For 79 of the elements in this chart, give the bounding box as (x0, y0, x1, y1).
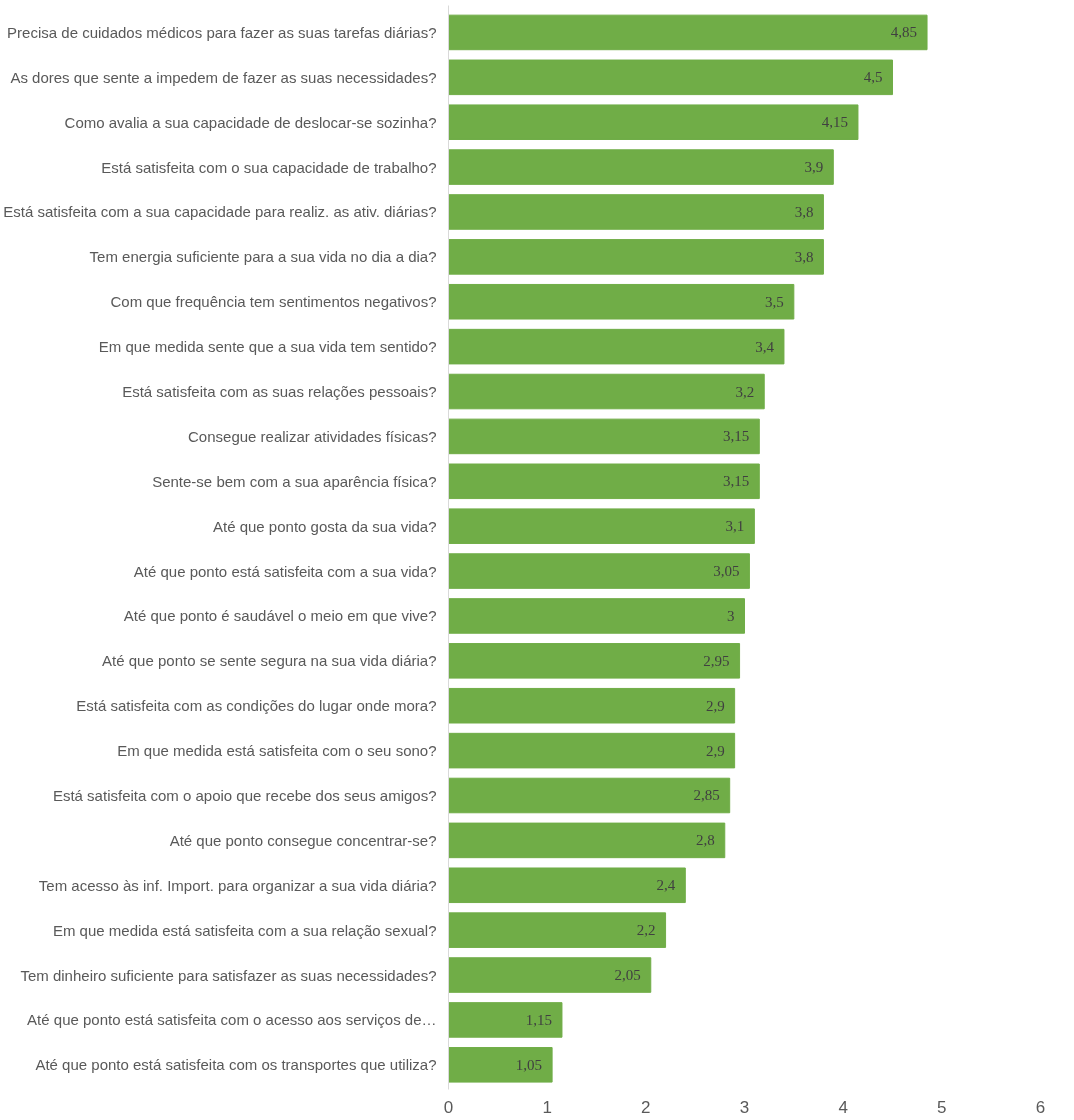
bar (448, 508, 755, 544)
data-label: 2,2 (636, 922, 656, 939)
data-label: 3,15 (723, 428, 750, 445)
data-label: 2,05 (614, 967, 641, 984)
y-tick-label: Até que ponto é saudável o meio em que vive? (123, 607, 437, 625)
bar (448, 1047, 553, 1083)
bar (448, 328, 785, 365)
bar (448, 463, 760, 500)
x-tick-label: 1 (542, 1097, 552, 1117)
y-tick-label: Está satisfeita com o apoio que recebe dos seus amigos? (52, 787, 437, 804)
y-tick-label: Está satisfeita com o sua capacidade de trabalho? (101, 158, 437, 176)
data-label: 2,9 (705, 697, 725, 714)
bar (448, 373, 765, 410)
bar (448, 822, 726, 859)
data-label: 2,8 (696, 832, 715, 849)
y-tick-label: Até que ponto está satisfeita com os transportes que utiliza? (35, 1056, 437, 1074)
y-tick-label: Tem acesso às inf. Import. para organizar a sua vida diária? (38, 876, 437, 894)
bar (448, 149, 834, 185)
data-label: 3,8 (794, 248, 814, 265)
data-label: 4,5 (863, 69, 883, 86)
bar (448, 104, 859, 140)
data-label: 3,4 (755, 338, 775, 355)
bar (448, 239, 824, 275)
data-label: 2,85 (693, 787, 720, 804)
bar (448, 867, 686, 904)
y-tick-label: Até que ponto se sente segura na sua vida diária? (102, 652, 437, 670)
data-label: 3,15 (723, 473, 750, 490)
data-label: 3,1 (725, 518, 745, 535)
y-tick-label: Com que frequência tem sentimentos negativos? (110, 293, 437, 311)
y-tick-label: Até que ponto consegue concentrar-se? (169, 831, 437, 849)
bar (448, 14, 928, 51)
data-label: 3,2 (735, 383, 755, 400)
y-tick-label: Está satisfeita com as suas relações pessoais? (122, 383, 437, 401)
y-tick-label: Em que medida está satisfeita com a sua relação sexual? (52, 921, 437, 939)
x-tick-label: 2 (641, 1097, 651, 1117)
y-tick-label: Até que ponto está satisfeita com a sua vida? (133, 562, 437, 580)
x-tick-label: 5 (937, 1097, 947, 1117)
y-tick-label: Em que medida está satisfeita com o seu sono? (117, 742, 437, 760)
y-tick-label: Tem energia suficiente para a sua vida no dia a dia? (89, 248, 437, 266)
bar (448, 553, 750, 589)
x-tick-label: 0 (443, 1097, 454, 1117)
data-label: 2,95 (703, 652, 730, 669)
y-tick-label: Até que ponto está satisfeita com o acesso aos serviços de… (27, 1011, 437, 1029)
bar (448, 643, 741, 679)
bar (448, 957, 652, 993)
x-tick-label: 6 (1035, 1097, 1046, 1117)
data-label: 1,05 (515, 1056, 543, 1073)
bar (448, 59, 893, 96)
y-tick-label: As dores que sente a impedem de fazer as suas necessidades? (10, 68, 437, 86)
bar (448, 912, 667, 948)
data-label: 1,15 (525, 1011, 552, 1028)
y-tick-label: Está satisfeita com a sua capacidade para realiz. as ativ. diárias? (3, 203, 437, 221)
data-label: 4,15 (821, 114, 848, 131)
bar (448, 598, 745, 634)
data-label: 4,85 (890, 24, 918, 41)
y-tick-label: Como avalia a sua capacidade de deslocar-se sozinha? (64, 113, 437, 131)
data-label: 3,9 (804, 159, 824, 176)
y-tick-label: Sente-se bem com a sua aparência física? (152, 472, 437, 490)
data-label: 3,5 (765, 293, 784, 310)
y-tick-label: Em que medida sente que a sua vida tem sentido? (98, 338, 437, 356)
bar (448, 687, 736, 724)
data-label: 3 (727, 607, 735, 624)
bar (448, 1002, 563, 1038)
data-label: 2,9 (705, 742, 725, 759)
y-tick-label: Consegue realizar atividades físicas? (188, 427, 437, 445)
bar (448, 732, 736, 769)
bar (448, 418, 760, 455)
bar (448, 777, 731, 814)
data-label: 2,4 (656, 877, 676, 894)
bar (448, 283, 795, 320)
y-tick-label: Precisa de cuidados médicos para fazer as suas tarefas diárias? (7, 23, 437, 41)
data-label: 3,8 (794, 203, 814, 220)
data-label: 3,05 (713, 563, 740, 580)
y-tick-label: Até que ponto gosta da sua vida? (212, 517, 437, 535)
y-tick-label: Está satisfeita com as condições do lugar onde mora? (76, 697, 437, 715)
bar (448, 194, 824, 230)
y-tick-label: Tem dinheiro suficiente para satisfazer as suas necessidades? (20, 966, 437, 984)
x-tick-label: 3 (739, 1097, 750, 1117)
x-tick-label: 4 (838, 1097, 848, 1117)
